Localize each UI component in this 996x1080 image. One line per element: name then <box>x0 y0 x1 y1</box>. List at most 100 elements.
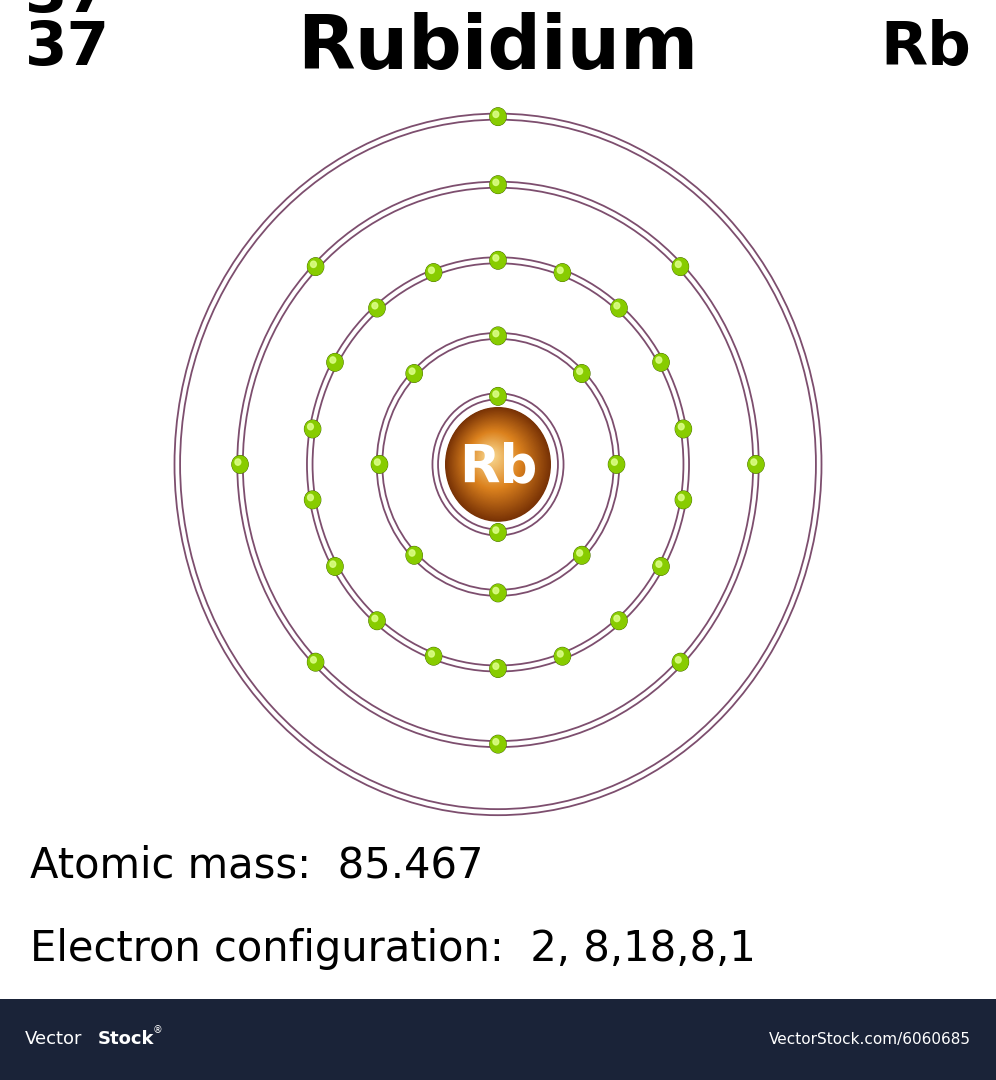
Circle shape <box>456 419 537 507</box>
Circle shape <box>490 108 506 125</box>
Circle shape <box>574 365 590 382</box>
Circle shape <box>308 495 314 501</box>
Circle shape <box>232 456 248 473</box>
Circle shape <box>488 454 492 458</box>
Circle shape <box>490 327 506 345</box>
Circle shape <box>484 449 498 464</box>
Circle shape <box>480 445 504 471</box>
Circle shape <box>448 410 547 517</box>
Circle shape <box>476 441 509 476</box>
Circle shape <box>447 409 549 519</box>
Circle shape <box>461 424 530 499</box>
Circle shape <box>372 456 387 473</box>
Circle shape <box>462 426 529 498</box>
Circle shape <box>577 368 583 375</box>
Circle shape <box>490 524 506 541</box>
Circle shape <box>493 179 499 186</box>
Circle shape <box>449 411 545 515</box>
Circle shape <box>456 419 536 505</box>
Circle shape <box>490 584 506 602</box>
Circle shape <box>483 448 500 467</box>
Circle shape <box>672 653 688 671</box>
Circle shape <box>678 495 684 501</box>
Circle shape <box>469 433 519 487</box>
Circle shape <box>328 354 343 370</box>
Circle shape <box>452 415 542 512</box>
Circle shape <box>482 447 501 468</box>
Circle shape <box>406 546 422 564</box>
Circle shape <box>675 657 681 663</box>
Circle shape <box>447 409 548 518</box>
Circle shape <box>574 365 590 382</box>
Circle shape <box>305 491 321 509</box>
Circle shape <box>558 267 563 273</box>
Circle shape <box>475 440 511 478</box>
Circle shape <box>330 356 336 363</box>
Circle shape <box>425 264 441 281</box>
Circle shape <box>477 442 508 475</box>
Circle shape <box>672 258 688 275</box>
Circle shape <box>409 550 415 556</box>
Text: Electron configuration:  2, 8,18,8,1: Electron configuration: 2, 8,18,8,1 <box>30 928 756 970</box>
Circle shape <box>468 432 520 488</box>
Circle shape <box>458 421 533 502</box>
Circle shape <box>555 265 570 281</box>
Circle shape <box>490 735 506 753</box>
Circle shape <box>308 423 314 430</box>
Text: Rubidium: Rubidium <box>298 12 698 85</box>
Circle shape <box>459 422 532 501</box>
Circle shape <box>609 456 624 473</box>
Circle shape <box>460 423 531 500</box>
Circle shape <box>305 420 321 437</box>
Circle shape <box>490 735 506 753</box>
Circle shape <box>308 653 324 671</box>
Circle shape <box>493 255 499 261</box>
Text: Vector: Vector <box>25 1030 83 1049</box>
Circle shape <box>748 456 764 473</box>
Circle shape <box>330 561 336 567</box>
Text: 37: 37 <box>25 19 110 78</box>
Circle shape <box>490 108 506 125</box>
Circle shape <box>493 739 499 745</box>
Text: Stock: Stock <box>98 1030 154 1049</box>
Circle shape <box>455 418 538 508</box>
Circle shape <box>487 453 495 461</box>
Circle shape <box>653 557 669 576</box>
Circle shape <box>465 429 524 492</box>
Circle shape <box>468 432 520 488</box>
Circle shape <box>370 300 384 316</box>
Text: VectorStock.com/6060685: VectorStock.com/6060685 <box>769 1032 971 1047</box>
Circle shape <box>473 437 513 481</box>
Circle shape <box>490 327 506 345</box>
Circle shape <box>454 417 539 509</box>
Circle shape <box>675 261 681 268</box>
Circle shape <box>480 445 504 471</box>
Circle shape <box>493 111 499 118</box>
Circle shape <box>457 420 535 504</box>
Circle shape <box>487 453 494 460</box>
Circle shape <box>558 651 563 657</box>
Circle shape <box>485 450 498 464</box>
Circle shape <box>486 451 496 462</box>
Circle shape <box>369 299 385 316</box>
Text: Rb: Rb <box>459 442 537 494</box>
Circle shape <box>406 365 422 382</box>
Circle shape <box>555 648 570 664</box>
Circle shape <box>675 420 691 437</box>
Circle shape <box>425 648 441 665</box>
Text: ®: ® <box>152 1025 162 1035</box>
Circle shape <box>469 433 518 486</box>
Circle shape <box>486 451 495 461</box>
Circle shape <box>485 450 497 463</box>
Circle shape <box>467 431 522 490</box>
Circle shape <box>614 616 620 622</box>
Bar <box>0 999 996 1080</box>
Circle shape <box>232 456 248 473</box>
Circle shape <box>614 302 620 309</box>
Circle shape <box>308 258 324 275</box>
Circle shape <box>406 546 422 564</box>
Circle shape <box>464 428 526 495</box>
Circle shape <box>476 441 510 477</box>
Circle shape <box>374 459 380 465</box>
Circle shape <box>609 456 624 473</box>
